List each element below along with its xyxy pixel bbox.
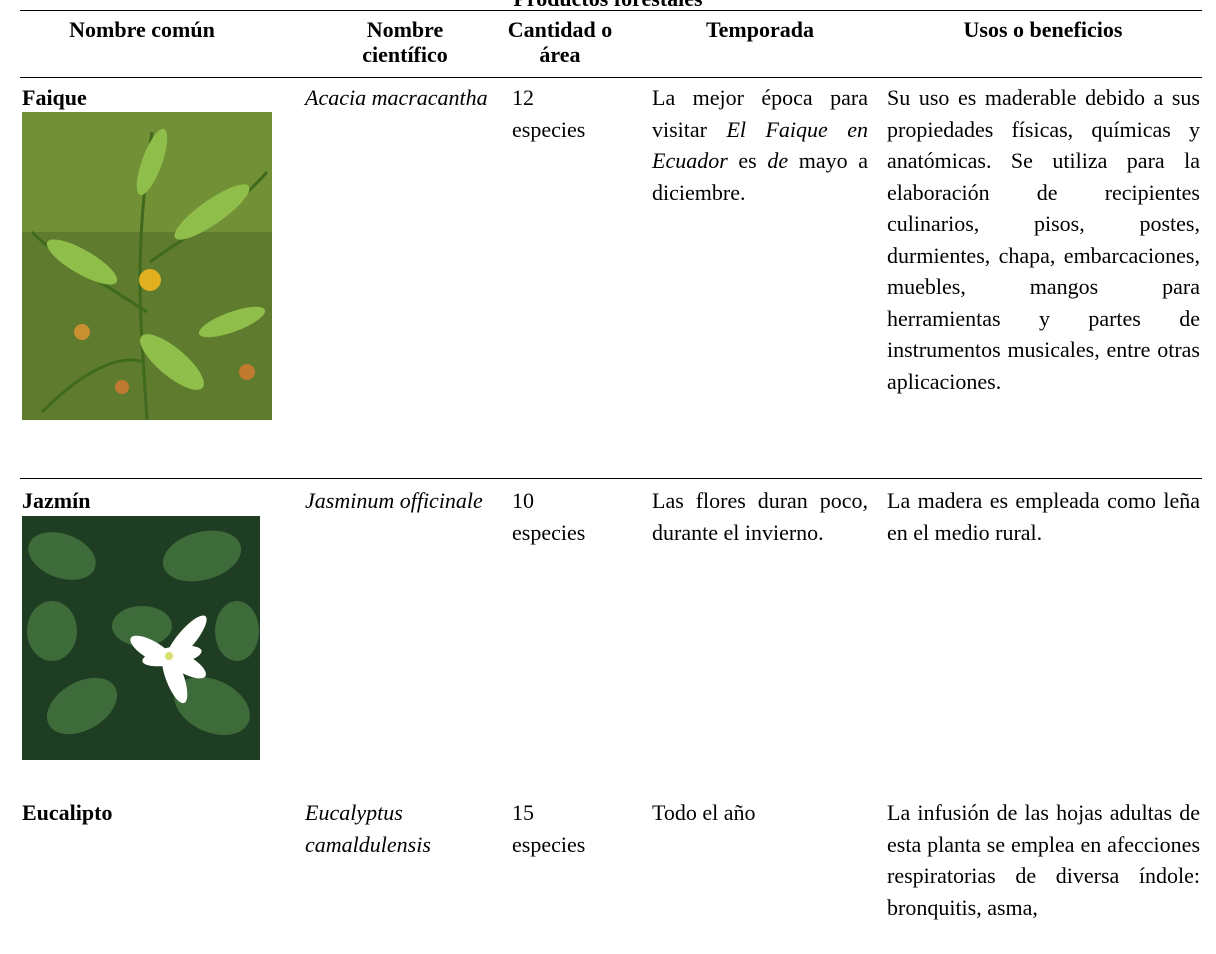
season-text: de bbox=[767, 148, 789, 173]
scientific-name: Jasminum officinale bbox=[305, 488, 483, 513]
season-text: mayo a diciembre. bbox=[652, 148, 868, 205]
quantity: 15 especies bbox=[512, 800, 586, 857]
uses: Su uso es maderable debido a sus propied… bbox=[887, 85, 1200, 394]
quantity: 12 especies bbox=[512, 85, 586, 142]
rule bbox=[20, 77, 1202, 78]
jazmin-photo bbox=[22, 516, 260, 760]
common-name: Faique bbox=[22, 85, 87, 110]
quantity: 10 especies bbox=[512, 488, 586, 545]
season-text: Todo el año bbox=[652, 800, 756, 825]
header-cell: Nombre científico bbox=[362, 17, 448, 67]
season: Todo el año bbox=[652, 797, 868, 829]
uses: La madera es empleada como leña en el me… bbox=[887, 488, 1200, 545]
season: La mejor época para visitar El Faique en… bbox=[652, 82, 868, 208]
season-text: es bbox=[727, 148, 768, 173]
rule bbox=[20, 10, 1202, 11]
table-title: Productos forestales bbox=[0, 0, 1216, 11]
season-text: Las flores duran poco, durante el invier… bbox=[652, 488, 868, 545]
uses: La infusión de las hojas adultas de esta… bbox=[887, 800, 1200, 920]
common-name: Eucalipto bbox=[22, 800, 113, 825]
header-cell: Cantidad o área bbox=[507, 17, 613, 67]
rule bbox=[20, 478, 1202, 479]
season: Las flores duran poco, durante el invier… bbox=[652, 485, 868, 548]
header-cell: Usos o beneficios bbox=[963, 17, 1123, 42]
header-cell: Temporada bbox=[706, 17, 814, 42]
scientific-name: Eucalyptus camaldulensis bbox=[305, 800, 431, 857]
season-text: El Faique en Ecuador bbox=[652, 116, 868, 174]
header-cell: Nombre común bbox=[69, 17, 215, 42]
scientific-name: Acacia macracantha bbox=[305, 85, 488, 110]
season-text: La mejor época para visitar bbox=[652, 85, 868, 142]
faique-photo bbox=[22, 112, 272, 420]
common-name: Jazmín bbox=[22, 488, 91, 513]
